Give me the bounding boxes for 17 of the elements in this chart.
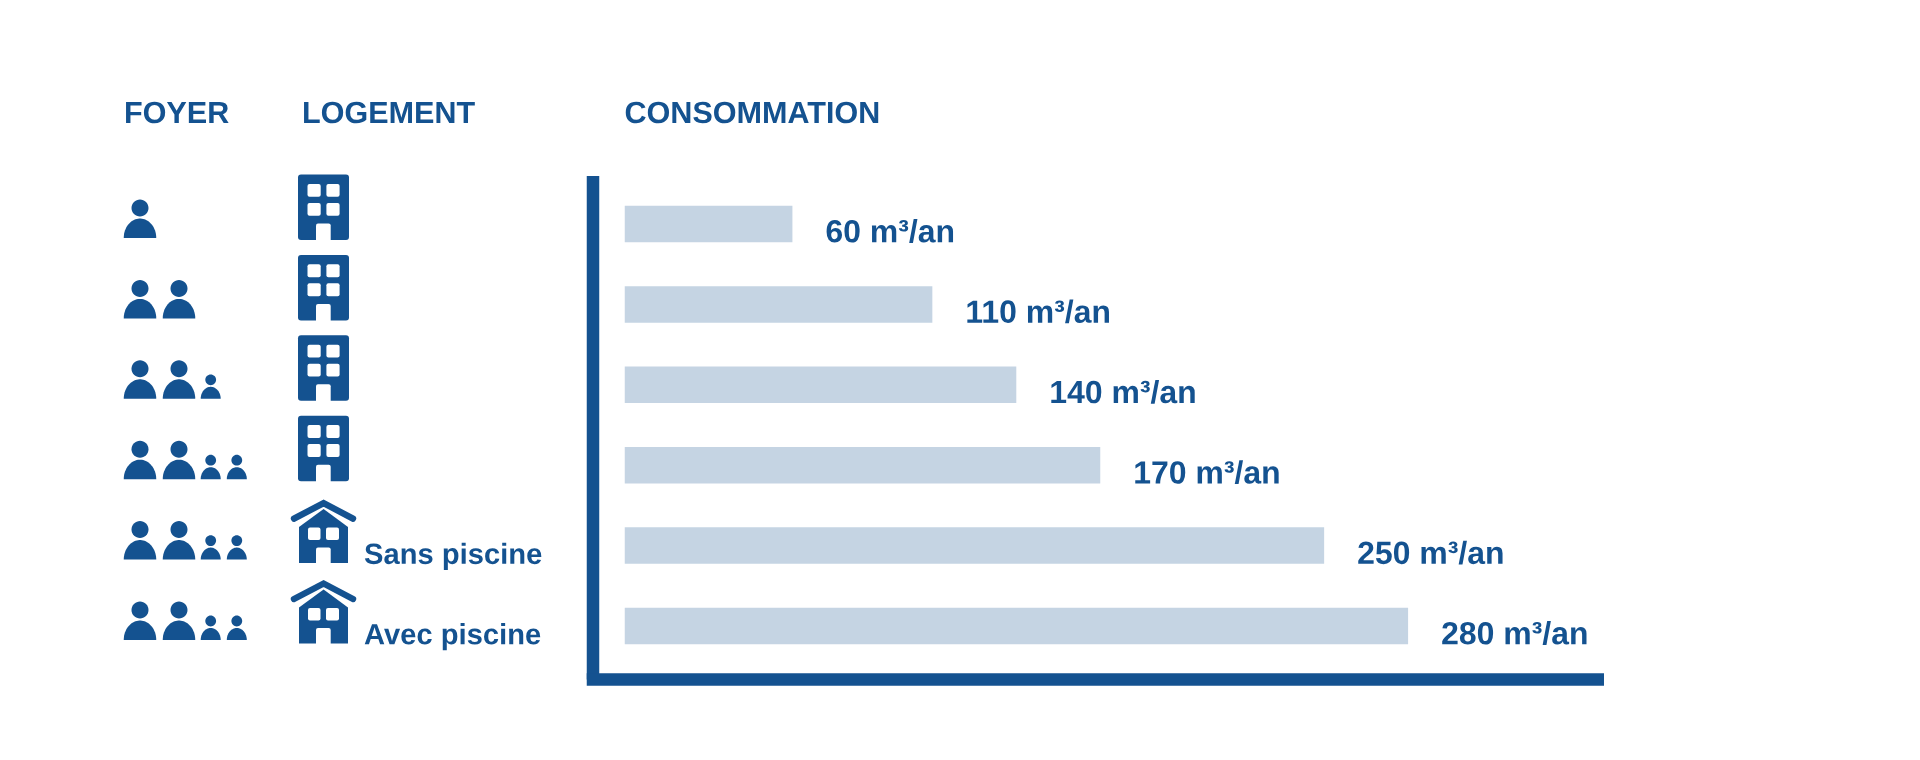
text: FOYER [126,101,229,124]
bar [624,366,1017,404]
chart-title: CONSOMMATION [625,101,879,124]
bar [624,286,933,323]
bar [624,527,1325,564]
data-label: 170 m³/an [1135,460,1279,485]
y-tick-label: Avec piscine [364,623,541,651]
data-label: 110 m³/an [967,299,1109,324]
data-label: 60 m³/an [826,219,954,243]
bar [624,205,793,243]
y-tick-label: Sans piscine [364,542,542,570]
text: LOGEMENT [304,101,475,124]
data-label: 140 m³/an [1051,379,1195,404]
data-label: 250 m³/an [1358,540,1503,565]
data-label: 280 m³/an [1442,621,1587,645]
bar [624,607,1409,645]
bar [624,446,1101,484]
